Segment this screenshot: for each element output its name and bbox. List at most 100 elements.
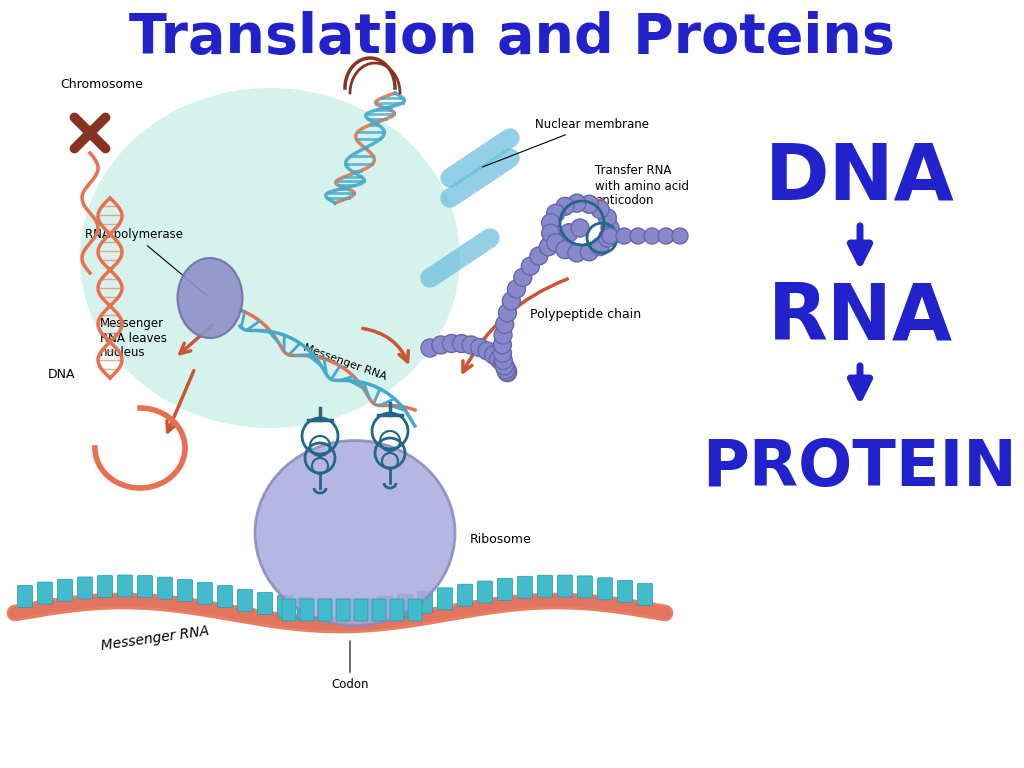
Text: Codon: Codon	[331, 641, 369, 691]
Circle shape	[484, 346, 503, 364]
Circle shape	[644, 228, 660, 244]
FancyBboxPatch shape	[38, 582, 52, 604]
Circle shape	[495, 351, 512, 369]
Ellipse shape	[80, 88, 460, 428]
Circle shape	[503, 292, 520, 310]
Circle shape	[529, 247, 548, 265]
FancyBboxPatch shape	[418, 591, 432, 613]
FancyBboxPatch shape	[318, 599, 332, 621]
Circle shape	[560, 223, 579, 242]
Circle shape	[497, 361, 515, 379]
FancyBboxPatch shape	[158, 577, 172, 599]
Circle shape	[556, 197, 574, 215]
FancyBboxPatch shape	[597, 578, 612, 600]
FancyBboxPatch shape	[238, 589, 253, 611]
FancyBboxPatch shape	[354, 599, 368, 621]
Circle shape	[598, 229, 616, 247]
Circle shape	[442, 335, 461, 353]
FancyBboxPatch shape	[137, 575, 153, 598]
Ellipse shape	[177, 258, 243, 338]
Circle shape	[478, 342, 497, 360]
Circle shape	[672, 228, 688, 244]
FancyBboxPatch shape	[458, 584, 472, 606]
FancyBboxPatch shape	[477, 581, 493, 603]
Circle shape	[498, 361, 516, 379]
FancyBboxPatch shape	[617, 581, 633, 602]
Circle shape	[630, 228, 646, 244]
FancyBboxPatch shape	[372, 599, 386, 621]
Circle shape	[591, 200, 609, 218]
FancyBboxPatch shape	[437, 588, 453, 610]
Circle shape	[514, 268, 531, 286]
FancyBboxPatch shape	[177, 579, 193, 601]
Circle shape	[571, 219, 589, 237]
Circle shape	[494, 326, 512, 344]
Circle shape	[616, 228, 632, 244]
Circle shape	[602, 228, 618, 244]
Text: Chromosome: Chromosome	[60, 78, 143, 91]
FancyBboxPatch shape	[498, 578, 512, 601]
Circle shape	[601, 219, 618, 237]
FancyBboxPatch shape	[198, 582, 213, 604]
Text: Messenger RNA: Messenger RNA	[302, 343, 388, 382]
Circle shape	[598, 209, 616, 227]
Text: DNA: DNA	[47, 368, 75, 381]
Circle shape	[462, 336, 480, 354]
Text: Messenger RNA: Messenger RNA	[100, 624, 210, 653]
Circle shape	[581, 243, 598, 261]
Circle shape	[453, 335, 471, 353]
FancyBboxPatch shape	[378, 597, 392, 618]
Circle shape	[499, 364, 516, 382]
FancyBboxPatch shape	[638, 584, 652, 605]
Text: DNA: DNA	[765, 140, 954, 216]
Text: RNA polymerase: RNA polymerase	[85, 228, 208, 296]
Text: PROTEIN: PROTEIN	[702, 437, 1018, 499]
Circle shape	[542, 224, 560, 242]
Circle shape	[494, 344, 512, 362]
FancyBboxPatch shape	[78, 577, 92, 599]
FancyBboxPatch shape	[300, 599, 314, 621]
Circle shape	[432, 336, 450, 354]
Circle shape	[547, 204, 564, 222]
FancyBboxPatch shape	[57, 579, 73, 601]
Circle shape	[508, 280, 525, 298]
Circle shape	[658, 228, 674, 244]
Text: Translation and Proteins: Translation and Proteins	[129, 11, 895, 65]
Text: Ribosome: Ribosome	[470, 533, 531, 546]
Circle shape	[521, 257, 540, 275]
Circle shape	[556, 240, 574, 259]
Circle shape	[550, 230, 567, 248]
FancyBboxPatch shape	[217, 585, 232, 607]
Ellipse shape	[255, 441, 455, 625]
Circle shape	[471, 339, 488, 356]
FancyBboxPatch shape	[336, 599, 350, 621]
FancyBboxPatch shape	[257, 592, 272, 614]
FancyBboxPatch shape	[408, 599, 422, 621]
Circle shape	[489, 350, 508, 368]
Circle shape	[494, 336, 511, 354]
Text: Transfer RNA
with amino acid
anticodon: Transfer RNA with amino acid anticodon	[595, 164, 689, 207]
FancyBboxPatch shape	[390, 599, 404, 621]
FancyBboxPatch shape	[517, 576, 532, 598]
Circle shape	[499, 304, 516, 322]
FancyBboxPatch shape	[538, 575, 553, 598]
Circle shape	[547, 233, 564, 252]
Circle shape	[581, 195, 598, 214]
FancyBboxPatch shape	[578, 576, 593, 598]
FancyBboxPatch shape	[338, 599, 352, 621]
FancyBboxPatch shape	[118, 575, 132, 597]
Text: Polypeptide chain: Polypeptide chain	[530, 308, 641, 321]
Text: Messenger
RNA leaves
nucleus: Messenger RNA leaves nucleus	[100, 316, 167, 359]
Circle shape	[498, 363, 516, 381]
FancyBboxPatch shape	[278, 595, 293, 617]
Text: Nuclear membrane: Nuclear membrane	[482, 118, 649, 167]
FancyBboxPatch shape	[298, 598, 312, 620]
FancyBboxPatch shape	[97, 575, 113, 598]
FancyBboxPatch shape	[557, 575, 572, 597]
Circle shape	[568, 244, 586, 262]
Circle shape	[494, 354, 512, 372]
Circle shape	[421, 339, 439, 357]
Circle shape	[499, 363, 516, 381]
Circle shape	[568, 194, 586, 212]
Circle shape	[497, 358, 514, 376]
